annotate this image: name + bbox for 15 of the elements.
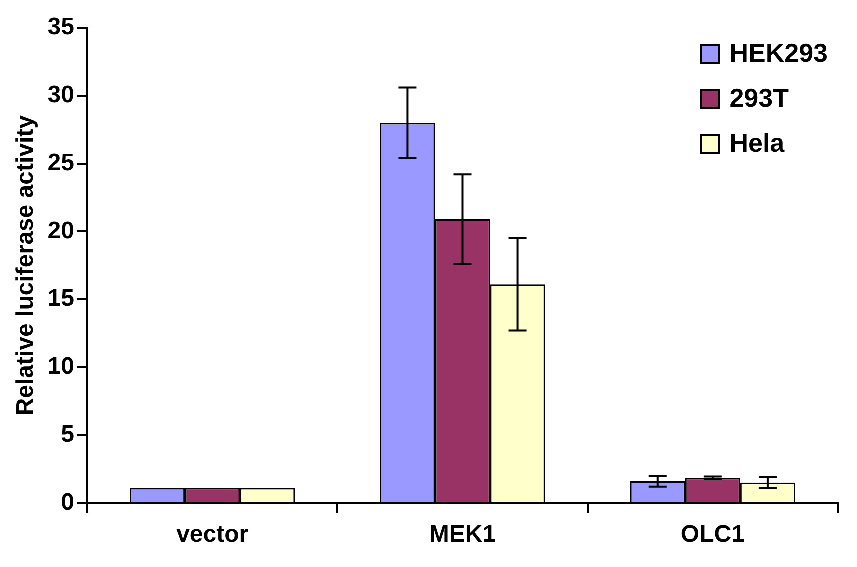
y-tick-label: 15 xyxy=(48,285,74,312)
legend-label: HEK293 xyxy=(730,38,828,69)
y-tick-label: 30 xyxy=(48,82,74,109)
x-tick-label: MEK1 xyxy=(429,521,496,548)
y-tick-label: 10 xyxy=(48,353,74,380)
y-tick-label: 5 xyxy=(61,420,74,448)
legend-label: 293T xyxy=(730,83,789,114)
x-tick-label: vector xyxy=(176,521,249,548)
y-tick-label: 0 xyxy=(61,488,74,516)
y-tick-label: 25 xyxy=(48,149,74,176)
y-axis-title: Relative luciferase activity xyxy=(12,114,40,416)
y-tick-label: 35 xyxy=(48,14,74,41)
x-tick-label: OLC1 xyxy=(680,521,745,548)
y-tick-label: 20 xyxy=(48,217,74,244)
legend-label: Hela xyxy=(730,128,785,159)
